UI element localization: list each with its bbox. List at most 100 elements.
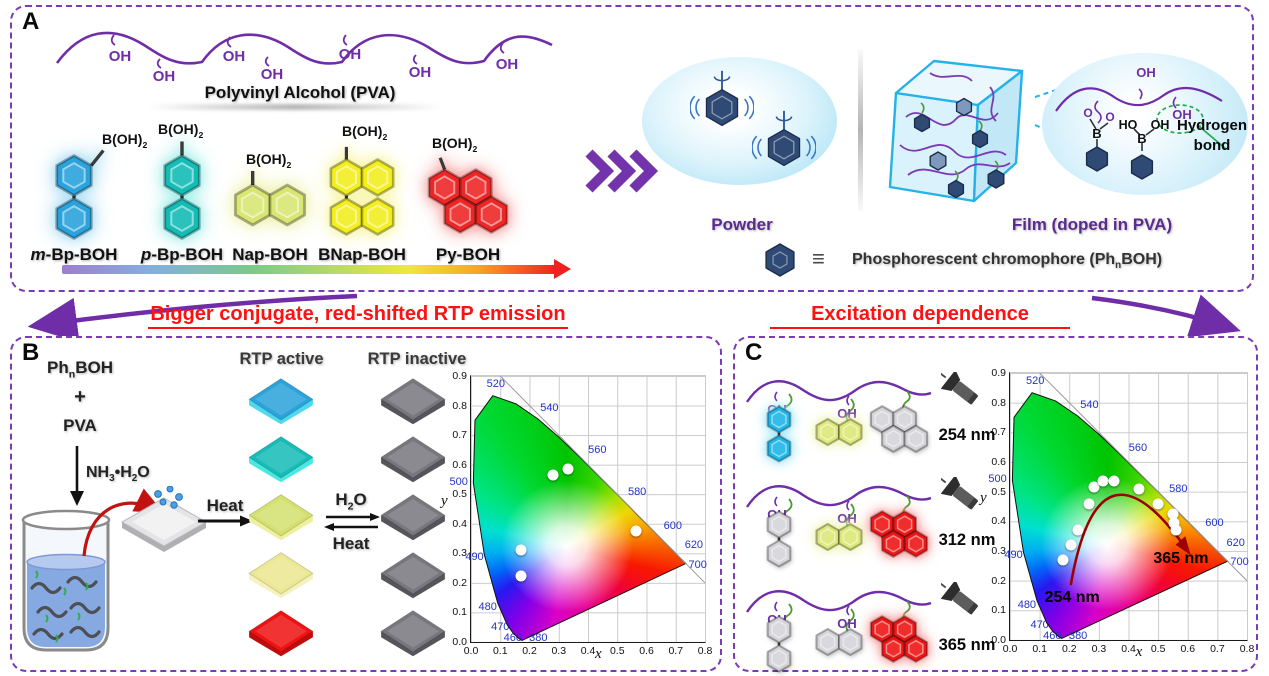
- conjugation-gradient-arrow: [62, 265, 556, 274]
- cie-diagram-c: y x 0.0 0.1 0.2 0.3 0.4 0.5 0.6 0.7 0.8 0.0 0.1 0.2…: [980, 361, 1255, 661]
- boh2-label: B(OH)2: [102, 131, 148, 150]
- wavelength-label: 470: [491, 620, 510, 633]
- x-axis-label: x: [595, 646, 602, 662]
- cie-plot-area: y x 0.0 0.1 0.2 0.3 0.4 0.5 0.6 0.7 0.8 0.0 0.1 0.2…: [441, 370, 712, 662]
- data-point: [1168, 517, 1180, 529]
- x-tick-label: 0.5: [609, 645, 625, 657]
- molecule-name: Nap-BOH: [232, 245, 308, 264]
- pyrene-unit: [869, 405, 929, 453]
- x-tick-label: 0.3: [1091, 643, 1107, 655]
- molecule-m-bp-boh: [55, 149, 105, 240]
- molecule-bnap-boh: [329, 146, 395, 236]
- oh-group-label: OH: [837, 616, 857, 631]
- y-tick-label: 0.0: [452, 636, 467, 648]
- o-atom-label: O: [1083, 106, 1092, 120]
- molecule-name: BNap-BOH: [318, 245, 406, 264]
- wavelength-label: 520: [486, 378, 506, 391]
- oh-group-label: OH: [109, 48, 132, 65]
- data-point: [1108, 475, 1120, 487]
- molecule-p-bp-boh: [163, 141, 201, 240]
- y-tick-label: 0.8: [452, 399, 467, 412]
- film-cube-illustration: [888, 59, 1024, 203]
- y-tick-label: 0.0: [991, 634, 1006, 646]
- wavelength-label: 500: [449, 475, 468, 488]
- rtp-active-film: [248, 552, 314, 599]
- x-tick-label: 0.7: [1210, 643, 1225, 655]
- x-tick-label: 0.5: [1150, 643, 1166, 655]
- film-label: Film (doped in PVA): [1011, 215, 1173, 234]
- oh-group-label: OH: [339, 46, 362, 63]
- cie-plot-area: y x 0.0 0.1 0.2 0.3 0.4 0.5 0.6 0.7 0.8 0.0 0.1 0.2…: [980, 367, 1254, 660]
- rtp-active-film: [248, 610, 314, 657]
- x-tick-label: 0.4: [580, 645, 596, 657]
- wavelength-label: 560: [588, 444, 607, 457]
- oh-group-label: OH: [1172, 107, 1192, 122]
- data-point: [1167, 508, 1179, 520]
- oh-group-label: OH: [261, 66, 284, 83]
- naphthalene-unit: [815, 627, 863, 657]
- vibrating-chromophore-icon: [690, 70, 754, 127]
- arrow-to-panel-b: [27, 293, 358, 337]
- molecule-name: Py-BOH: [435, 245, 501, 264]
- o-atom-label: O: [1105, 110, 1114, 124]
- flashlight-icon: [941, 372, 979, 405]
- wavelength-label: 460: [1043, 629, 1062, 642]
- equivalence-symbol: ≡: [812, 246, 825, 271]
- annotation: 365 nm: [1153, 550, 1209, 567]
- excitation-row-365: OH OH 365 nm: [743, 574, 1005, 673]
- pva-polymer-chain: OH OH OH OH OH OH OH: [55, 31, 553, 85]
- panel-b: B PhnBOH + PVA NH3•H2O: [10, 336, 722, 672]
- rtp-inactive-film: [380, 552, 446, 599]
- data-point: [1133, 483, 1145, 495]
- wavelength-label: 520: [1025, 375, 1045, 388]
- y-tick-label: 0.7: [991, 426, 1006, 439]
- heat-arrow: [198, 515, 253, 527]
- y-tick-label: 0.2: [452, 576, 467, 589]
- boh2-label: B(OH)2: [432, 135, 478, 154]
- boh2-label: B(OH)2: [342, 123, 388, 142]
- excitation-wavelength-label: 365 nm: [938, 636, 996, 654]
- x-tick-label: 0.0: [463, 645, 479, 657]
- rtp-inactive-film: [380, 378, 446, 425]
- wavelength-label: 620: [684, 539, 704, 552]
- x-tick-label: 0.2: [522, 645, 537, 657]
- flashlight-icon: [941, 477, 979, 510]
- x-tick-label: 0.1: [492, 645, 508, 657]
- wavelength-label: 470: [1030, 618, 1049, 631]
- panel-a-label: A: [22, 8, 40, 35]
- data-point: [1097, 475, 1109, 487]
- data-point: [630, 525, 642, 537]
- data-point: [1065, 539, 1077, 551]
- oh-group-label: OH: [223, 48, 246, 65]
- polymer-chain: OH OH: [746, 590, 932, 635]
- x-tick-label: 0.0: [1002, 643, 1018, 655]
- chromophore-legend-icon: [765, 243, 795, 277]
- y-tick-label: 0.4: [991, 515, 1006, 528]
- naphthalene-unit: [815, 417, 863, 447]
- down-arrow: [70, 446, 84, 506]
- oh-group-label: OH: [837, 511, 857, 526]
- y-tick-label: 0.7: [452, 429, 467, 442]
- y-tick-label: 0.2: [991, 574, 1006, 587]
- hydrogen-bond-label: Hydrogen: [1176, 117, 1247, 134]
- arrow-to-panel-c: [1091, 294, 1241, 338]
- legend-text: Phosphorescent chromophore (PhnBOH): [852, 251, 1163, 272]
- x-tick-label: 0.4: [1121, 643, 1136, 655]
- beaker-illustration: [21, 509, 111, 652]
- data-point: [1057, 554, 1069, 566]
- chevron-arrows-icon: [585, 149, 659, 193]
- oh-group-label: OH: [409, 64, 432, 81]
- y-tick-label: 0.5: [452, 488, 467, 501]
- panel-b-label: B: [22, 339, 40, 366]
- x-tick-label: 0.1: [1032, 643, 1047, 655]
- pyrene-unit: [869, 510, 929, 558]
- ho-group-label: HO: [1119, 118, 1138, 132]
- panel-c: C OH OH: [733, 336, 1258, 673]
- rtp-inactive-header: RTP inactive: [367, 350, 467, 368]
- wavelength-label: 700: [1230, 556, 1249, 569]
- y-tick-label: 0.1: [991, 604, 1006, 617]
- rtp-inactive-film: [380, 436, 446, 483]
- reagent-label: PhnBOH: [47, 358, 113, 381]
- wavelength-label: 380: [1068, 630, 1088, 643]
